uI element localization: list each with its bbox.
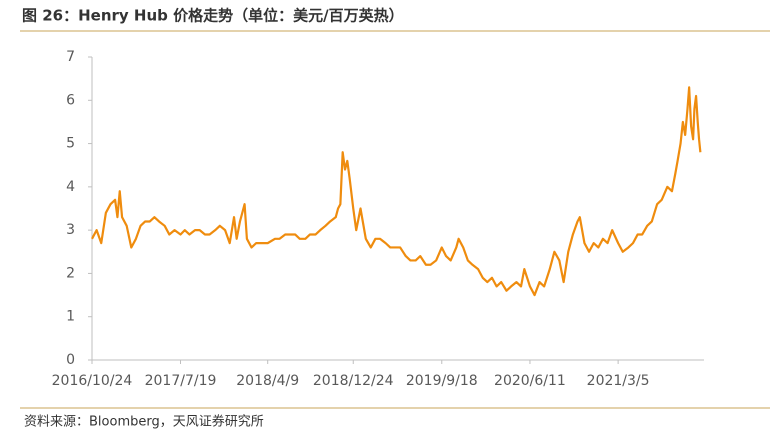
y-tick-label: 7 [66,49,75,65]
x-tick-label: 2016/10/24 [52,373,133,389]
y-tick-label: 0 [66,352,75,368]
y-tick-label: 6 [66,92,75,108]
y-tick-label: 1 [66,309,75,325]
y-tick-label: 3 [66,222,75,238]
chart-title: 图 26：Henry Hub 价格走势（单位：美元/百万英热） [22,7,404,25]
y-tick-label: 5 [66,136,75,152]
y-tick-label: 4 [66,179,75,195]
source-note: 资料来源：Bloomberg，天风证券研究所 [24,414,264,430]
x-tick-label: 2019/9/18 [406,373,478,389]
x-tick-label: 2021/3/5 [587,373,650,389]
x-tick-label: 2020/6/11 [494,373,566,389]
x-tick-label: 2018/4/9 [236,373,299,389]
y-tick-label: 2 [66,265,75,281]
x-tick-label: 2018/12/24 [313,373,394,389]
price-line [91,86,702,297]
x-tick-label: 2017/7/19 [145,373,217,389]
